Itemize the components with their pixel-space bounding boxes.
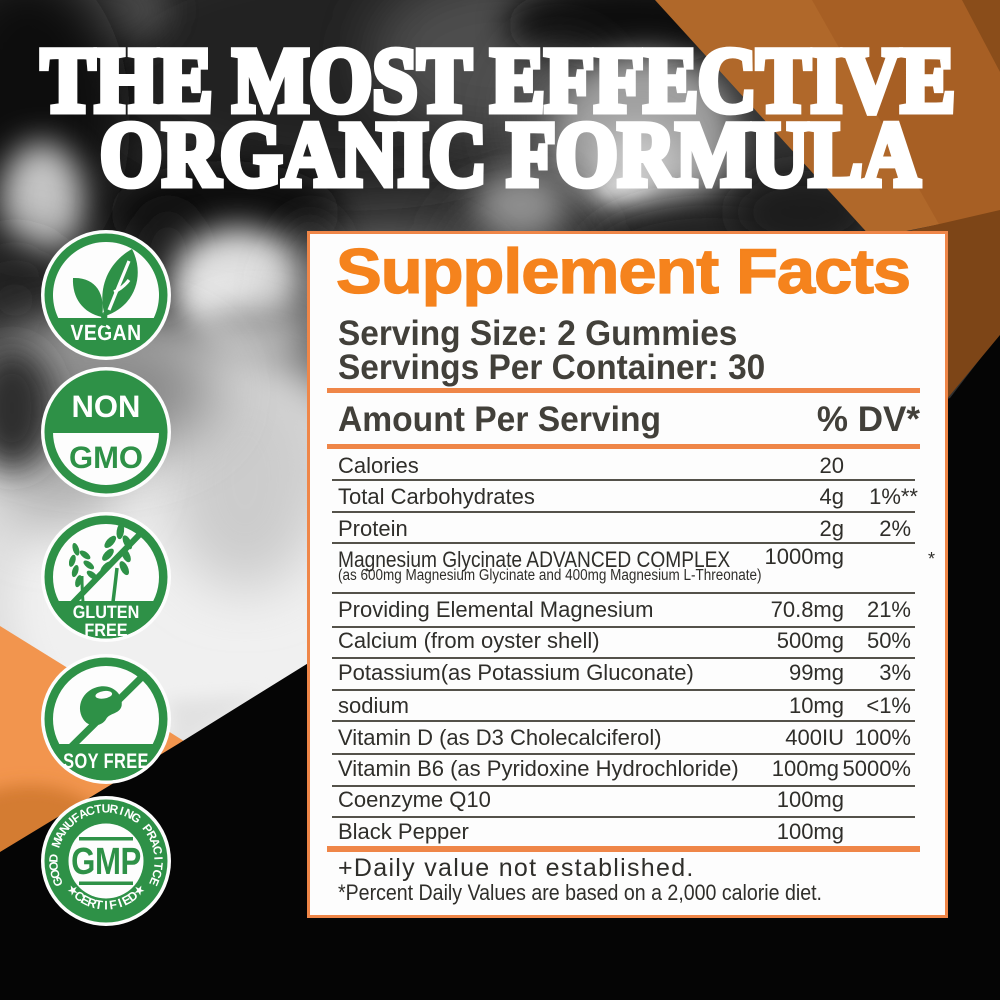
svg-text:I: I [104, 899, 107, 913]
svg-text:C: C [150, 845, 166, 857]
svg-text:ORGANIC FORMULA: ORGANIC FORMULA [100, 103, 920, 205]
svg-text:FREE: FREE [84, 620, 127, 640]
svg-text:U: U [102, 802, 111, 816]
svg-text:F: F [108, 897, 118, 912]
svg-text:T: T [151, 862, 166, 871]
svg-text:GMO: GMO [69, 440, 143, 475]
svg-text:R: R [109, 802, 120, 817]
svg-text:M: M [49, 835, 66, 849]
svg-text:I: I [116, 896, 124, 910]
svg-text:T: T [94, 897, 104, 912]
svg-text:I: I [118, 804, 125, 818]
svg-text:GMP: GMP [71, 841, 141, 883]
svg-text:R: R [85, 895, 98, 911]
svg-text:THE MOST EFFECTIVE: THE MOST EFFECTIVE [41, 29, 955, 131]
svg-text:I: I [151, 856, 165, 860]
svg-text:SOY FREE: SOY FREE [63, 750, 149, 773]
svg-text:O: O [46, 861, 61, 872]
svg-text:GLUTEN: GLUTEN [73, 602, 140, 622]
svg-text:C: C [149, 868, 165, 880]
svg-text:NON: NON [72, 389, 141, 424]
svg-text:O: O [47, 868, 63, 881]
svg-text:T: T [93, 802, 103, 817]
svg-text:D: D [46, 853, 60, 863]
